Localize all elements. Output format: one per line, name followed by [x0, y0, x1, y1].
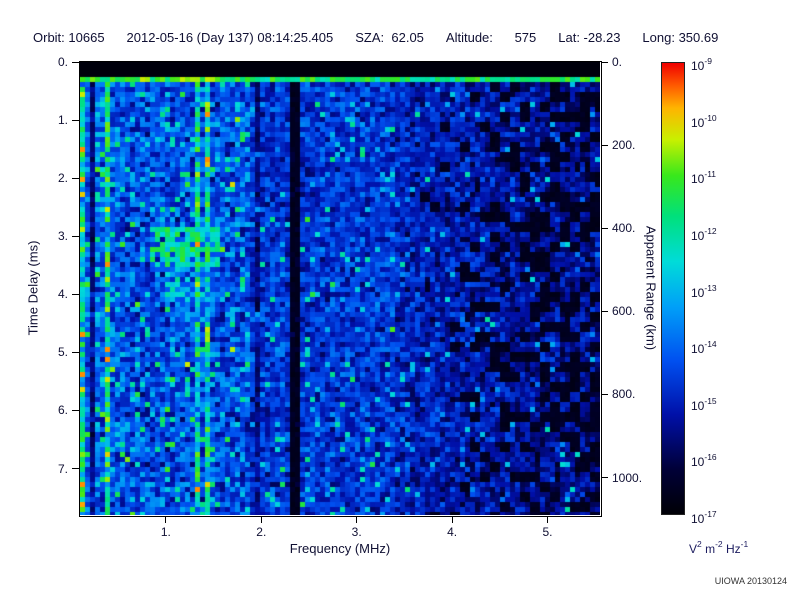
y-axis-tick-label: 1.: [57, 113, 68, 128]
colorbar-exponent-base: 10: [691, 115, 705, 130]
colorbar-exponent-base: 10: [691, 285, 705, 300]
axis-tick: [356, 516, 358, 523]
axis-tick: [601, 393, 608, 395]
colorbar-exponent-sup: -14: [704, 339, 717, 350]
x-axis-tick-label: 3.: [351, 525, 362, 539]
colorbar-exponent-sup: -10: [704, 112, 717, 123]
axis-tick: [165, 516, 167, 523]
y-axis-right-tick-label: 1000.: [612, 470, 643, 485]
colorbar-exponent-sup: -12: [704, 225, 717, 236]
y-axis-label-right: Apparent Range (km): [643, 225, 659, 351]
header-info: Orbit: 10665 2012-05-16 (Day 137) 08:14:2…: [33, 30, 718, 45]
axis-tick: [72, 177, 79, 179]
y-axis-tick-label: 2.: [57, 171, 68, 186]
x-axis-tick-label: 2.: [256, 525, 267, 539]
colorbar-exponent-base: 10: [691, 59, 705, 73]
axis-tick: [72, 119, 79, 121]
axis-tick: [72, 61, 79, 63]
colorbar-units-label: V2 m-2 Hz-1: [689, 539, 799, 556]
x-axis-tick-label: 1.: [160, 525, 171, 539]
axis-tick: [547, 516, 549, 523]
colorbar-exponent-base: 10: [691, 228, 705, 243]
y-axis-right-tick-label: 600.: [612, 304, 636, 319]
axis-tick: [260, 516, 262, 523]
axis-tick: [601, 477, 608, 479]
colorbar-exponent-base: 10: [691, 512, 705, 526]
colorbar-tick-label: 10-12: [691, 225, 717, 243]
spectrogram-canvas: [80, 62, 600, 515]
colorbar-exponent-base: 10: [691, 398, 705, 413]
colorbar-exponent-sup: -13: [704, 282, 717, 293]
header-field: Lat: -28.23: [558, 30, 621, 45]
colorbar-exponent-base: 10: [691, 172, 705, 187]
y-axis-right-tick-label: 0.: [612, 55, 623, 69]
axis-tick: [72, 351, 79, 353]
y-axis-right-tick-label: 200.: [612, 138, 636, 153]
y-axis-tick-label: 5.: [57, 345, 68, 360]
colorbar-tick-label: 10-9: [691, 55, 712, 73]
colorbar-tick-label: 10-16: [691, 451, 717, 469]
colorbar-exponent-sup: -11: [704, 169, 717, 180]
unit-sup: -1: [740, 539, 749, 549]
axis-tick: [72, 468, 79, 470]
colorbar-tick-label: 10-10: [691, 112, 717, 130]
y-axis-tick-label: 7.: [57, 461, 68, 476]
axis-tick: [601, 61, 608, 63]
axis-tick: [601, 310, 608, 312]
y-axis-tick-label: 3.: [57, 229, 68, 244]
axis-tick: [72, 235, 79, 237]
axis-tick: [72, 293, 79, 295]
colorbar-tick-label: 10-13: [691, 282, 717, 300]
x-axis-label: Frequency (MHz): [289, 541, 391, 556]
x-axis-tick-label: 5.: [542, 525, 553, 539]
y-axis-tick-label: 4.: [57, 287, 68, 302]
header-field: 2012-05-16 (Day 137) 08:14:25.405: [126, 30, 334, 45]
header-field: Long: 350.69: [642, 30, 719, 45]
y-axis-right-tick-label: 800.: [612, 387, 636, 402]
x-axis-tick-label: 4.: [447, 525, 458, 539]
colorbar-tick-label: 10-14: [691, 338, 717, 356]
colorbar-exponent-sup: -17: [704, 509, 717, 519]
colorbar-exponent-sup: -9: [704, 56, 712, 66]
colorbar-gradient: [661, 62, 685, 515]
y-axis-right-tick-label: 400.: [612, 221, 636, 236]
plot-frame: [79, 61, 602, 517]
y-axis-tick-label: 6.: [57, 403, 68, 418]
colorbar-tick-label: 10-15: [691, 395, 717, 413]
unit-sup: 2: [697, 539, 702, 549]
header-field: SZA: 62.05: [355, 30, 424, 45]
axis-tick: [601, 227, 608, 229]
colorbar-tick-label: 10-17: [691, 508, 717, 526]
unit-sup: -2: [715, 539, 723, 549]
credit-text: UIOWA 20130124: [714, 576, 787, 586]
colorbar-tick-label: 10-11: [691, 168, 716, 186]
y-axis-tick-label: 0.: [57, 55, 68, 69]
colorbar-exponent-base: 10: [691, 455, 705, 470]
header-field: Altitude: 575: [445, 30, 537, 45]
axis-tick: [451, 516, 453, 523]
axis-tick: [72, 409, 79, 411]
colorbar-exponent-sup: -16: [704, 452, 717, 463]
unit-base: V: [689, 542, 698, 556]
colorbar-exponent-base: 10: [691, 342, 705, 357]
axis-tick: [601, 144, 608, 146]
unit-base: m: [701, 542, 716, 556]
colorbar-exponent-sup: -15: [704, 395, 717, 406]
unit-base: Hz: [722, 542, 741, 556]
header-field: Orbit: 10665: [33, 30, 105, 45]
